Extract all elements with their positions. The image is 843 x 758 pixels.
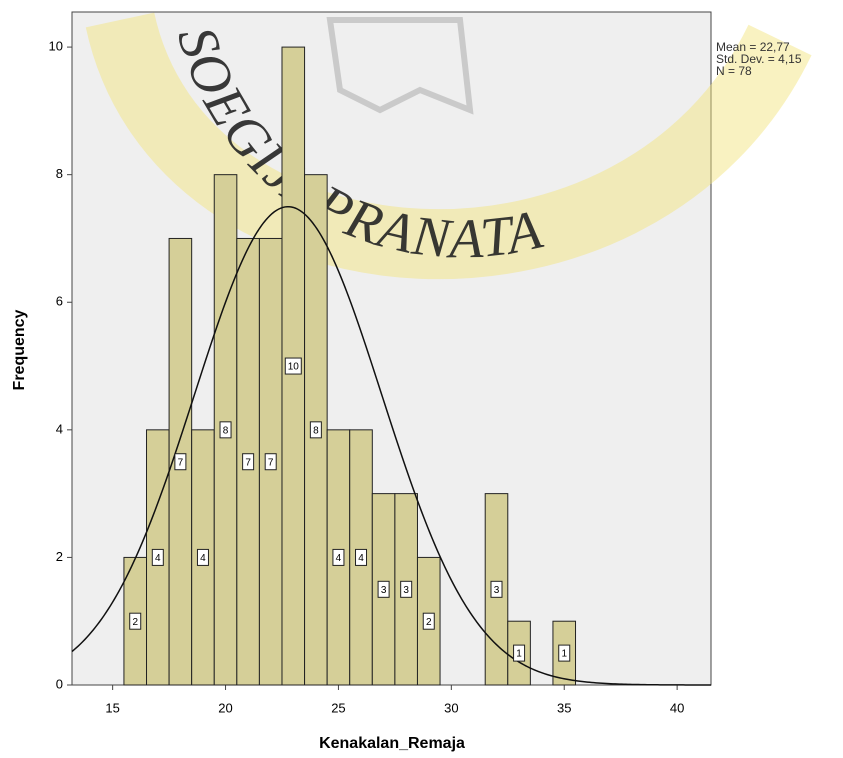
- value-label-box: [309, 421, 322, 439]
- value-label-box: [284, 357, 302, 375]
- value-label: 4: [200, 553, 206, 564]
- value-label-box: [129, 612, 142, 630]
- value-label-box: [242, 453, 255, 471]
- y-tick-label: 8: [56, 166, 63, 181]
- value-label-box: [422, 612, 435, 630]
- value-label-box: [196, 548, 209, 566]
- y-tick-label: 0: [56, 676, 63, 691]
- normal-curve: [71, 205, 711, 686]
- watermark-book: [326, 17, 474, 115]
- watermark-band: [85, 11, 812, 280]
- value-label-box: [513, 644, 526, 662]
- y-axis-title: Frequency: [11, 309, 28, 390]
- value-label-box: [151, 548, 164, 566]
- x-axis-title: Kenakalan_Remaja: [319, 735, 465, 752]
- value-label: 3: [403, 585, 409, 596]
- value-label: 7: [245, 457, 251, 468]
- x-tick-label: 15: [105, 700, 119, 715]
- value-label-box: [377, 580, 390, 598]
- x-tick-label: 35: [557, 700, 571, 715]
- value-label: 10: [288, 362, 300, 373]
- value-label-box: [264, 453, 277, 471]
- value-label: 2: [132, 617, 138, 628]
- value-label-box: [400, 580, 413, 598]
- value-label-box: [332, 548, 345, 566]
- value-label: 8: [223, 425, 229, 436]
- value-label: 7: [268, 457, 274, 468]
- stat-text: Std. Dev. = 4,15: [716, 52, 802, 66]
- value-label-box: [219, 421, 232, 439]
- value-label: 1: [561, 649, 567, 660]
- x-tick-label: 25: [331, 700, 345, 715]
- value-label-box: [174, 453, 187, 471]
- value-label: 4: [336, 553, 342, 564]
- value-label: 4: [155, 553, 161, 564]
- value-label: 2: [426, 617, 432, 628]
- value-label: 8: [313, 425, 319, 436]
- value-label: 3: [381, 585, 387, 596]
- value-label: 3: [494, 585, 500, 596]
- x-tick-label: 30: [444, 700, 458, 715]
- y-tick-label: 4: [56, 421, 63, 436]
- y-tick-label: 2: [56, 549, 63, 564]
- x-tick-label: 20: [218, 700, 232, 715]
- value-label: 4: [358, 553, 364, 564]
- value-label-box: [558, 644, 571, 662]
- y-tick-label: 10: [49, 39, 63, 54]
- y-tick-label: 6: [56, 294, 63, 309]
- value-label: 7: [178, 457, 184, 468]
- x-tick-label: 40: [670, 700, 684, 715]
- value-label: 1: [516, 649, 522, 660]
- value-label-box: [490, 580, 503, 598]
- stat-text: N = 78: [716, 64, 752, 78]
- stat-text: Mean = 22,77: [716, 40, 790, 54]
- value-label-box: [355, 548, 368, 566]
